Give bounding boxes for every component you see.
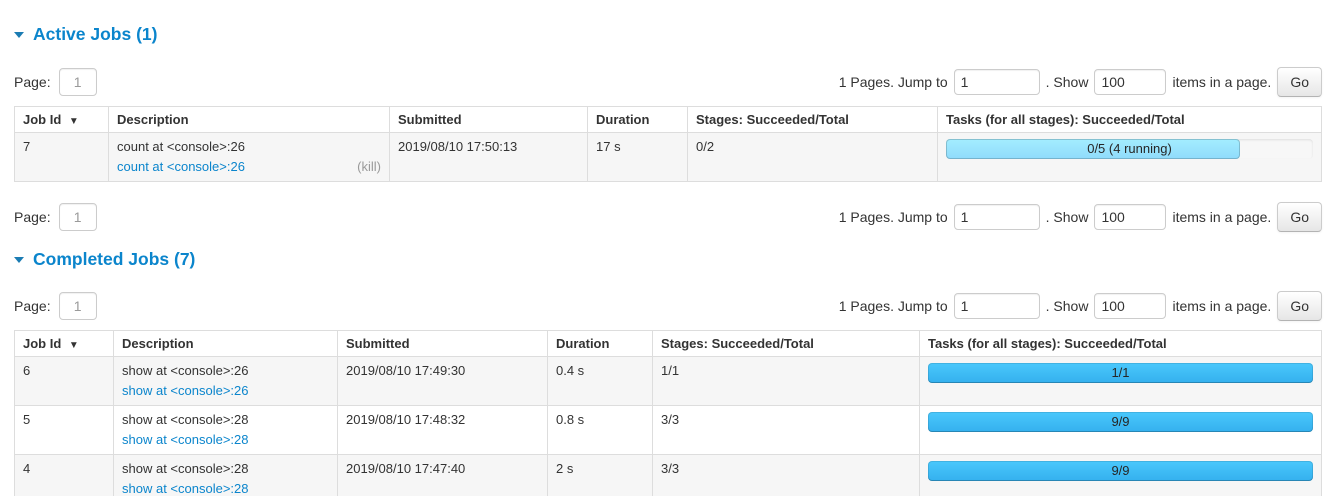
pages-count-label: 1 Pages. Jump to (838, 74, 948, 90)
active-jobs-heading[interactable]: Active Jobs (1) (14, 24, 1322, 45)
page-label: Page: (14, 209, 51, 225)
completed-jobs-header-row: Job Id ▼ Description Submitted Duration … (14, 330, 1322, 357)
job-description-text: show at <console>:28 (122, 412, 249, 427)
items-per-page-input[interactable] (1094, 293, 1167, 319)
page-number-input[interactable] (58, 203, 97, 231)
column-header-submitted[interactable]: Submitted (389, 106, 588, 133)
column-header-duration[interactable]: Duration (547, 330, 653, 357)
task-progress-bar: 0/5 (4 running) (946, 139, 1313, 159)
go-button[interactable]: Go (1277, 67, 1322, 97)
submitted-cell: 2019/08/10 17:50:13 (389, 132, 588, 182)
items-in-page-label: items in a page. (1172, 298, 1272, 314)
page-label: Page: (14, 74, 51, 90)
tasks-cell: 1/1 (919, 356, 1322, 406)
page-number-input[interactable] (58, 292, 97, 320)
duration-cell: 2 s (547, 454, 653, 496)
active-jobs-pagination-bottom: Page: 1 Pages. Jump to . Show items in a… (14, 202, 1322, 232)
job-id-cell: 7 (14, 132, 109, 182)
tasks-cell: 0/5 (4 running) (937, 132, 1322, 182)
duration-cell: 0.8 s (547, 405, 653, 455)
job-detail-link[interactable]: count at <console>:26 (117, 159, 245, 174)
completed-jobs-heading[interactable]: Completed Jobs (7) (14, 249, 1322, 270)
stages-cell: 3/3 (652, 454, 920, 496)
table-row: 7 count at <console>:26 count at <consol… (14, 132, 1322, 182)
sort-descending-icon: ▼ (68, 116, 79, 127)
collapse-arrow-icon (14, 31, 24, 38)
table-row: 6 show at <console>:26 show at <console>… (14, 356, 1322, 406)
column-header-submitted[interactable]: Submitted (337, 330, 548, 357)
tasks-cell: 9/9 (919, 454, 1322, 496)
jump-to-page-input[interactable] (953, 204, 1040, 230)
pages-count-label: 1 Pages. Jump to (838, 209, 948, 225)
items-per-page-input[interactable] (1094, 204, 1167, 230)
duration-cell: 17 s (587, 132, 688, 182)
column-header-description[interactable]: Description (108, 106, 390, 133)
task-progress-label: 9/9 (1111, 463, 1130, 478)
job-id-cell: 4 (14, 454, 114, 496)
completed-jobs-heading-label: Completed Jobs (7) (33, 249, 196, 269)
task-progress-bar: 1/1 (928, 363, 1313, 383)
show-label: . Show (1045, 74, 1089, 90)
page-label: Page: (14, 298, 51, 314)
completed-jobs-table: Job Id ▼ Description Submitted Duration … (14, 330, 1322, 496)
collapse-arrow-icon (14, 256, 24, 263)
column-header-duration[interactable]: Duration (587, 106, 688, 133)
column-header-job-id[interactable]: Job Id ▼ (14, 106, 109, 133)
description-cell: show at <console>:28 show at <console>:2… (113, 454, 338, 496)
column-header-tasks[interactable]: Tasks (for all stages): Succeeded/Total (937, 106, 1322, 133)
stages-cell: 3/3 (652, 405, 920, 455)
column-header-job-id[interactable]: Job Id ▼ (14, 330, 114, 357)
show-label: . Show (1045, 298, 1089, 314)
items-in-page-label: items in a page. (1172, 74, 1272, 90)
kill-job-link[interactable]: (kill) (357, 159, 381, 174)
column-header-stages[interactable]: Stages: Succeeded/Total (687, 106, 938, 133)
job-description-text: show at <console>:26 (122, 363, 249, 378)
column-header-description[interactable]: Description (113, 330, 338, 357)
items-per-page-input[interactable] (1094, 69, 1167, 95)
active-jobs-table: Job Id ▼ Description Submitted Duration … (14, 106, 1322, 182)
jump-to-page-input[interactable] (953, 69, 1040, 95)
job-description-text: show at <console>:28 (122, 461, 249, 476)
column-header-stages[interactable]: Stages: Succeeded/Total (652, 330, 920, 357)
jump-to-page-input[interactable] (953, 293, 1040, 319)
job-detail-link[interactable]: show at <console>:26 (122, 383, 249, 398)
stages-cell: 0/2 (687, 132, 938, 182)
completed-jobs-pagination-top: Page: 1 Pages. Jump to . Show items in a… (14, 291, 1322, 321)
job-id-cell: 6 (14, 356, 114, 406)
description-cell: show at <console>:26 show at <console>:2… (113, 356, 338, 406)
submitted-cell: 2019/08/10 17:48:32 (337, 405, 548, 455)
show-label: . Show (1045, 209, 1089, 225)
submitted-cell: 2019/08/10 17:49:30 (337, 356, 548, 406)
tasks-cell: 9/9 (919, 405, 1322, 455)
job-detail-link[interactable]: show at <console>:28 (122, 481, 249, 496)
pages-count-label: 1 Pages. Jump to (838, 298, 948, 314)
items-in-page-label: items in a page. (1172, 209, 1272, 225)
task-progress-label: 0/5 (4 running) (1087, 141, 1172, 156)
task-progress-bar: 9/9 (928, 412, 1313, 432)
description-cell: count at <console>:26 count at <console>… (108, 132, 390, 182)
job-description-text: count at <console>:26 (117, 139, 245, 154)
active-jobs-pagination-top: Page: 1 Pages. Jump to . Show items in a… (14, 67, 1322, 97)
task-progress-label: 9/9 (1111, 414, 1130, 429)
stages-cell: 1/1 (652, 356, 920, 406)
task-progress-bar: 9/9 (928, 461, 1313, 481)
column-header-tasks[interactable]: Tasks (for all stages): Succeeded/Total (919, 330, 1322, 357)
sort-descending-icon: ▼ (68, 340, 79, 351)
duration-cell: 0.4 s (547, 356, 653, 406)
active-jobs-header-row: Job Id ▼ Description Submitted Duration … (14, 106, 1322, 133)
jobs-page: Active Jobs (1) Page: 1 Pages. Jump to .… (14, 0, 1322, 496)
go-button[interactable]: Go (1277, 291, 1322, 321)
active-jobs-heading-label: Active Jobs (1) (33, 24, 158, 44)
page-number-input[interactable] (58, 68, 97, 96)
submitted-cell: 2019/08/10 17:47:40 (337, 454, 548, 496)
job-detail-link[interactable]: show at <console>:28 (122, 432, 249, 447)
table-row: 4 show at <console>:28 show at <console>… (14, 454, 1322, 496)
task-progress-label: 1/1 (1111, 365, 1130, 380)
go-button[interactable]: Go (1277, 202, 1322, 232)
description-cell: show at <console>:28 show at <console>:2… (113, 405, 338, 455)
job-id-cell: 5 (14, 405, 114, 455)
table-row: 5 show at <console>:28 show at <console>… (14, 405, 1322, 455)
